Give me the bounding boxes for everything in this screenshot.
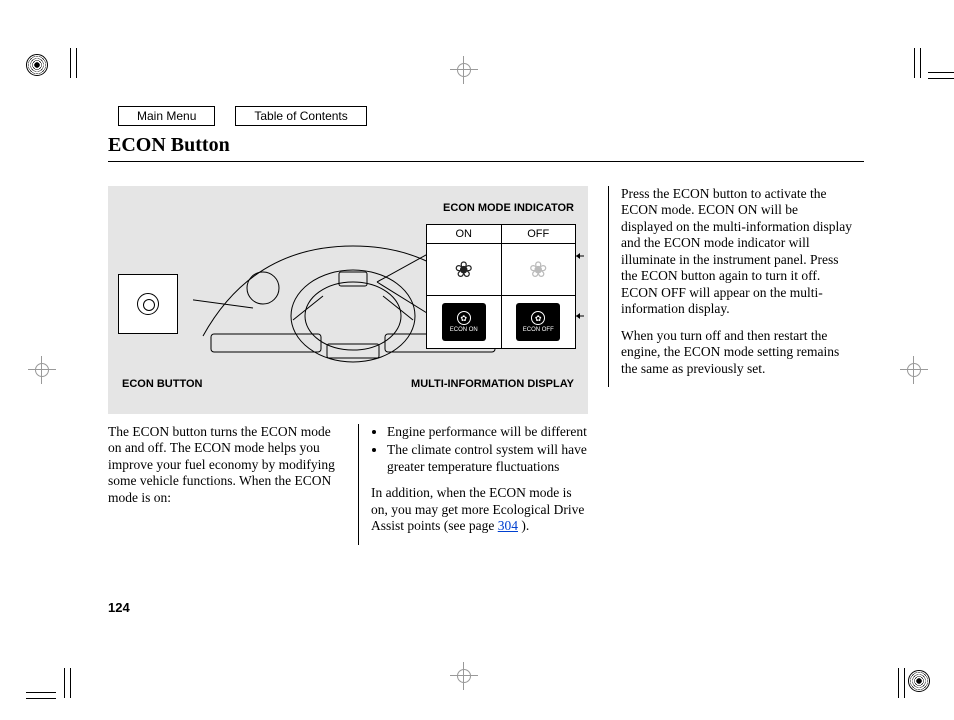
page-link-304[interactable]: 304: [498, 518, 518, 533]
econ-badge-icon: ✿: [531, 311, 545, 325]
indicator-header-off: OFF: [502, 225, 576, 244]
registration-mark-br: [908, 670, 930, 692]
title-underline: [108, 161, 864, 162]
indicator-arrows: [574, 250, 586, 350]
label-econ-mode-indicator: ECON MODE INDICATOR: [443, 202, 574, 214]
page-title: ECON Button: [108, 134, 864, 159]
leaf-icon-off: ❀: [529, 257, 547, 283]
figure-area: ECON MODE INDICATOR ECON BUTTON MULTI-IN…: [108, 186, 588, 414]
column-3: Press the ECON button to activate the EC…: [608, 186, 852, 387]
display-econ-on: ✿ ECON ON: [442, 303, 486, 341]
col3-p1: Press the ECON button to activate the EC…: [621, 186, 852, 318]
display-econ-on-label: ECON ON: [450, 327, 478, 333]
column-2: Engine performance will be different The…: [358, 424, 588, 545]
display-econ-off: ✿ ECON OFF: [516, 303, 560, 341]
col1-p1: The ECON button turns the ECON mode on a…: [108, 424, 338, 506]
toc-button[interactable]: Table of Contents: [235, 106, 366, 126]
col3-p2: When you turn off and then restart the e…: [621, 328, 852, 377]
title-row: ECON Button: [108, 134, 864, 162]
col2-p1-b: ).: [518, 518, 529, 533]
indicator-header-on: ON: [427, 225, 502, 244]
leaf-icon-on: ❀: [455, 257, 473, 283]
crosshair-right: [900, 356, 928, 384]
econ-button-icon: [137, 293, 159, 315]
column-1: The ECON button turns the ECON mode on a…: [108, 424, 338, 516]
col2-bullet-1: Engine performance will be different: [387, 424, 588, 440]
col2-p1: In addition, when the ECON mode is on, y…: [371, 485, 588, 534]
col2-p1-a: In addition, when the ECON mode is on, y…: [371, 485, 584, 533]
registration-mark-tl: [26, 54, 48, 76]
nav-row: Main Menu Table of Contents: [118, 106, 367, 126]
col2-bullet-2: The climate control system will have gre…: [387, 442, 588, 475]
crosshair-left: [28, 356, 56, 384]
indicator-grid: ON OFF ❀ ❀ ✿ ECON ON ✿ ECON OFF: [426, 224, 576, 349]
econ-badge-icon: ✿: [457, 311, 471, 325]
crosshair-bottom: [450, 662, 478, 690]
page-number: 124: [108, 600, 130, 615]
label-multi-info-display: MULTI-INFORMATION DISPLAY: [411, 378, 574, 390]
main-menu-button[interactable]: Main Menu: [118, 106, 215, 126]
display-econ-off-label: ECON OFF: [523, 327, 554, 333]
crosshair-top: [450, 56, 478, 84]
label-econ-button: ECON BUTTON: [122, 378, 202, 390]
econ-button-callout: [118, 274, 178, 334]
